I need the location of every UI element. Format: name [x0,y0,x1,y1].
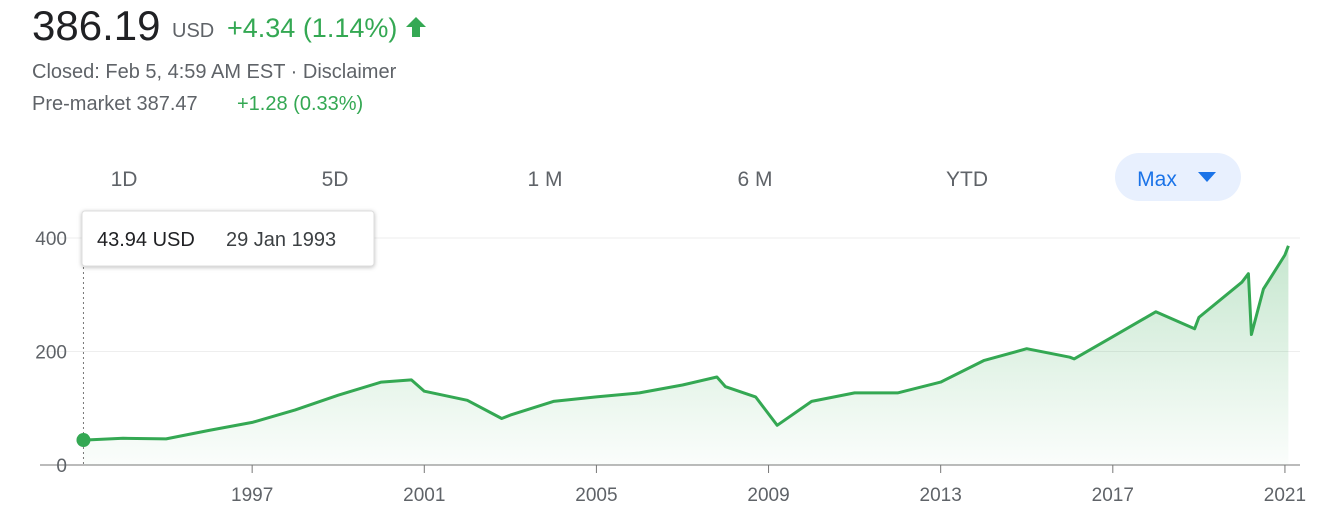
tab[interactable]: Max [1137,168,1177,191]
tooltip-box [81,210,375,267]
tooltip-value: 43.94 USD [97,229,195,251]
x-tick-label: 2001 [403,485,445,506]
price: 386.19 [32,2,161,49]
closed-text: Closed: Feb 5, 4:59 AM EST [32,61,286,83]
premarket: Pre-market 387.47 [32,93,198,115]
disclaimer[interactable]: Disclaimer [302,61,397,83]
x-tick-label: 2021 [1264,485,1306,506]
change-text: +4.34 (1.14%) [227,13,398,43]
y-tick-label: 0 [56,456,67,477]
area-fill [83,245,1289,465]
y-tick-label: 400 [35,229,67,250]
x-tick-label: 2009 [747,485,789,506]
y-tick-label: 200 [35,342,67,363]
tooltip-date: 29 Jan 1993 [226,229,336,251]
tab[interactable]: 5D [322,168,349,191]
x-tick-label: 1997 [231,485,273,506]
closed-line: Closed: Feb 5, 4:59 AM EST · Disclaimer [32,61,397,83]
dropdown-arrow [1198,172,1216,182]
up-arrow [405,17,426,37]
currency: USD [172,20,215,42]
tab[interactable]: 6 M [737,168,772,191]
x-tick-label: 2017 [1092,485,1134,506]
x-tick-label: 2013 [920,485,962,506]
hover-point [76,433,91,448]
tab[interactable]: 1 M [527,168,562,191]
premarket-change: +1.28 (0.33%) [237,93,364,115]
tab-selected-bg [1115,153,1241,201]
x-tick-label: 2005 [575,485,617,506]
tab[interactable]: 1D [111,168,138,191]
tab[interactable]: YTD [946,168,988,191]
price-line [83,245,1290,442]
change: +4.34 (1.14%) [227,13,427,44]
